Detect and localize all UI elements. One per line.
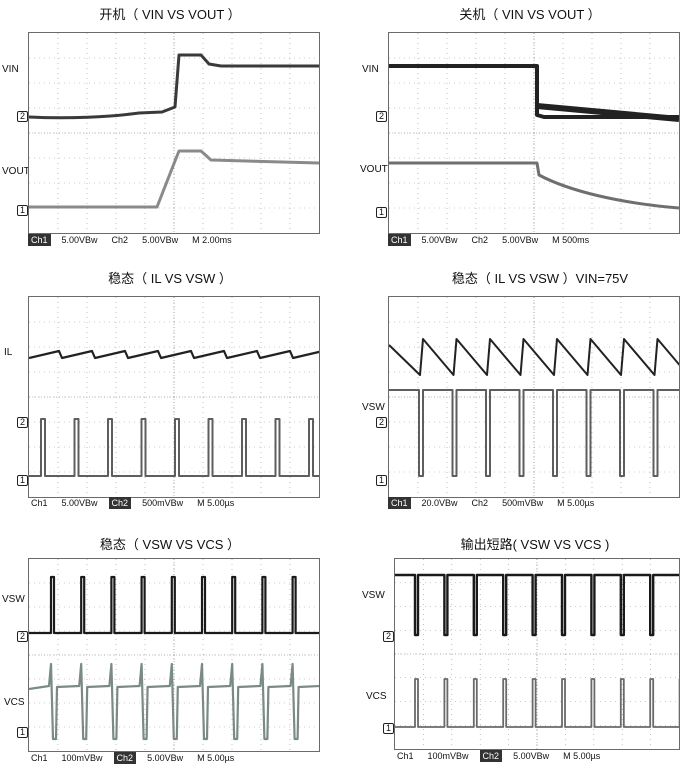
trace-label-vcs: VCS xyxy=(4,697,25,708)
trace-label-vin: VIN xyxy=(2,64,19,75)
vsw-trace xyxy=(395,573,679,637)
scope-screen xyxy=(28,32,320,234)
panel-title: 输出短路( VSW VS VCS ) xyxy=(460,537,610,552)
channel-1-marker: 1 xyxy=(376,207,387,218)
timebase: M 5.00µs xyxy=(563,751,601,761)
ch1-label: Ch1 xyxy=(28,234,51,246)
panel-title: 稳态（ IL VS VSW ）VIN=75V xyxy=(451,271,629,286)
graticule xyxy=(389,297,679,497)
scope-status-bar: Ch1 20.0VBw Ch2 500mVBw M 5.00µs xyxy=(388,497,605,509)
vsw-trace xyxy=(29,418,319,477)
scope-screen xyxy=(388,296,680,498)
panel-title: 关机（ VIN VS VOUT ） xyxy=(459,7,601,22)
graticule xyxy=(395,559,679,749)
channel-2-marker: 2 xyxy=(376,417,387,428)
ch2-scale: 500mVBw xyxy=(142,498,184,508)
vsw-trace xyxy=(389,389,679,477)
scope-status-bar: Ch1 5.00VBw Ch2 5.00VBw M 500ms xyxy=(388,234,600,246)
vout-trace xyxy=(29,149,319,209)
scope-status-bar: Ch1 100mVBw Ch2 5.00VBw M 5.00µs xyxy=(28,752,245,764)
trace-label-vcs: VCS xyxy=(366,691,387,702)
trace-label-il: IL xyxy=(4,347,13,358)
channel-2-marker: 2 xyxy=(17,417,28,428)
panel-title: 稳态（ VSW VS VCS ） xyxy=(99,537,241,552)
channel-2-marker: 2 xyxy=(376,111,387,122)
ch2-label: Ch2 xyxy=(471,235,489,245)
channel-1-marker: 1 xyxy=(17,727,28,738)
ch1-scale: 100mVBw xyxy=(427,751,469,761)
ch1-label: Ch1 xyxy=(397,751,414,761)
ch1-scale: 5.00VBw xyxy=(61,235,98,245)
ch2-label: Ch2 xyxy=(108,497,132,509)
channel-2-marker: 2 xyxy=(17,111,28,122)
panel-title: 开机（ VIN VS VOUT ） xyxy=(99,7,241,22)
channel-2-marker: 2 xyxy=(17,631,28,642)
vsw-trace xyxy=(29,575,319,635)
ch1-label: Ch1 xyxy=(31,753,48,763)
ch1-scale: 5.00VBw xyxy=(421,235,458,245)
timebase: M 5.00µs xyxy=(197,498,235,508)
channel-2-marker: 2 xyxy=(383,631,394,642)
timebase: M 5.00µs xyxy=(197,753,235,763)
channel-1-marker: 1 xyxy=(17,475,28,486)
ch2-label: Ch2 xyxy=(479,750,503,762)
ch2-label: Ch2 xyxy=(471,498,489,508)
timebase: M 2.00ms xyxy=(192,235,232,245)
ch1-label: Ch1 xyxy=(388,497,411,509)
channel-1-marker: 1 xyxy=(376,475,387,486)
ch2-scale: 5.00VBw xyxy=(502,235,539,245)
ch2-label: Ch2 xyxy=(111,235,129,245)
vout-trace xyxy=(389,161,679,210)
scope-screen xyxy=(28,558,320,752)
ch1-scale: 20.0VBw xyxy=(421,498,458,508)
trace-label-vsw: VSW xyxy=(362,402,385,413)
scope-status-bar: Ch1 5.00VBw Ch2 500mVBw M 5.00µs xyxy=(28,497,245,509)
ch2-label: Ch2 xyxy=(113,752,137,764)
trace-label-vout: VOUT xyxy=(2,166,30,177)
il-trace xyxy=(29,349,319,360)
timebase: M 5.00µs xyxy=(557,498,595,508)
scope-status-bar: Ch1 100mVBw Ch2 5.00VBw M 5.00µs xyxy=(394,750,611,762)
channel-1-marker: 1 xyxy=(17,205,28,216)
scope-screen xyxy=(28,296,320,498)
scope-screen xyxy=(388,32,680,234)
ch2-scale: 500mVBw xyxy=(502,498,544,508)
trace-label-vin: VIN xyxy=(362,64,379,75)
timebase: M 500ms xyxy=(552,235,590,245)
vin-trace xyxy=(29,53,319,120)
ch2-scale: 5.00VBw xyxy=(513,751,550,761)
il-trace xyxy=(389,338,679,376)
vin-trace xyxy=(389,64,679,119)
trace-label-vout: VOUT xyxy=(360,164,388,175)
panel-title: 稳态（ IL VS VSW ） xyxy=(108,271,232,286)
ch1-label: Ch1 xyxy=(388,234,411,246)
ch1-scale: 5.00VBw xyxy=(61,498,98,508)
ch1-label: Ch1 xyxy=(31,498,48,508)
scope-status-bar: Ch1 5.00VBw Ch2 5.00VBw M 2.00ms xyxy=(28,234,243,246)
graticule xyxy=(29,33,319,233)
ch2-scale: 5.00VBw xyxy=(147,753,184,763)
vin-ripple-band xyxy=(536,103,679,122)
scope-screen xyxy=(394,558,680,750)
trace-label-vsw: VSW xyxy=(2,594,25,605)
ch1-scale: 100mVBw xyxy=(61,753,103,763)
ch2-scale: 5.00VBw xyxy=(142,235,179,245)
channel-1-marker: 1 xyxy=(383,723,394,734)
trace-label-vsw: VSW xyxy=(362,590,385,601)
vcs-trace xyxy=(395,678,679,728)
vcs-trace xyxy=(29,662,319,741)
